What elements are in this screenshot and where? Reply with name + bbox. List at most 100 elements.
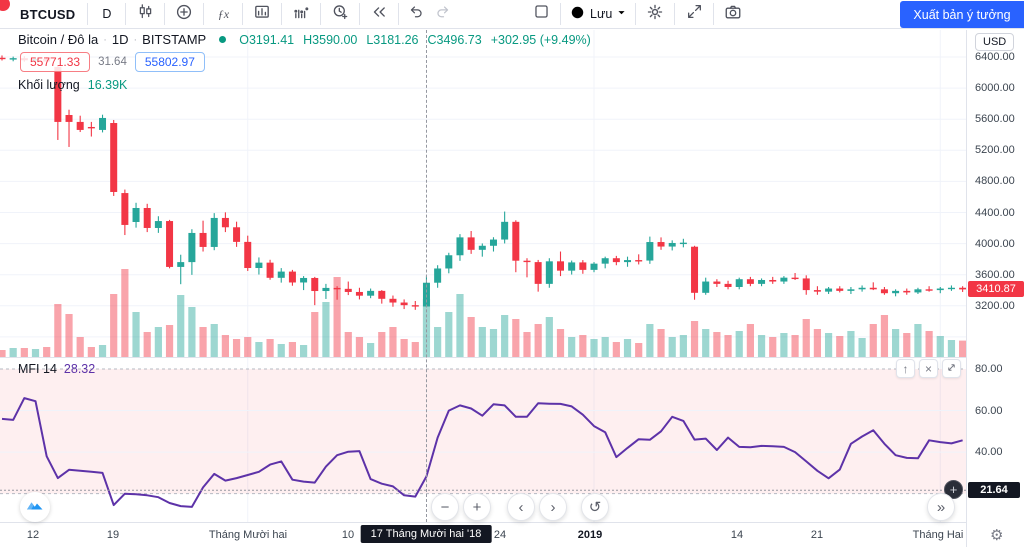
indicator-logo-button[interactable] [20, 492, 50, 522]
price-axis[interactable]: USD 6400.00 6000.00 5600.00 5200.00 4800.00 4… [966, 30, 1024, 547]
candle-body [221, 217, 229, 228]
undo-button[interactable] [401, 1, 429, 27]
time-axis-settings-gear-icon[interactable]: ⚙ [990, 527, 1004, 544]
scroll-right-button[interactable]: › [539, 493, 567, 521]
candle-body [9, 58, 17, 60]
toolbar-separator [713, 3, 715, 25]
volume-bar [579, 335, 587, 357]
interval-button[interactable]: D [102, 7, 112, 21]
redo-button[interactable] [429, 1, 457, 27]
mfi-crosshair-label: 21.64 [968, 482, 1020, 499]
change-value: +302.95 (+9.49%) [490, 32, 591, 47]
currency-chip[interactable]: USD [975, 33, 1015, 51]
mfi-tick-label: 60.00 [975, 404, 1003, 417]
volume-bar [713, 332, 721, 357]
pane-separator[interactable] [0, 357, 966, 358]
publish-idea-button[interactable]: Xuất bản ý tưởng [900, 1, 1024, 28]
snapshot-button[interactable] [716, 1, 750, 27]
candle-body [758, 279, 766, 284]
candle-body [579, 262, 587, 270]
bars-pattern-icon [292, 3, 310, 26]
mfi-pane[interactable] [0, 358, 966, 522]
zoom-in-button[interactable]: + [463, 493, 491, 521]
close-pane-button[interactable]: × [919, 359, 938, 378]
candle-body [691, 246, 699, 293]
high-value: H3590.00 [303, 32, 358, 47]
volume-bar [914, 324, 922, 357]
candle-body [679, 242, 687, 245]
volume-bar [757, 335, 766, 357]
volume-bar [165, 325, 174, 357]
volume-bar [869, 324, 877, 357]
indicator-templates-button[interactable] [245, 1, 279, 27]
symbol-button[interactable]: BTCUSD [20, 6, 76, 22]
move-pane-up-button[interactable]: ↑ [896, 359, 915, 378]
zoom-out-button[interactable]: − [431, 493, 459, 521]
scroll-left-button[interactable]: ‹ [507, 493, 535, 521]
candle-body [646, 242, 654, 261]
volume-bar [556, 329, 565, 357]
reset-chart-button[interactable]: ↺ [581, 493, 609, 521]
bar-replay-button[interactable] [362, 1, 396, 27]
candle-body [746, 279, 754, 284]
candle-body [959, 287, 966, 290]
layout-button[interactable] [524, 1, 558, 27]
save-button[interactable]: Lưu [563, 4, 633, 24]
sell-order-label[interactable]: 55771.33 [20, 52, 91, 72]
volume-bar [143, 332, 151, 357]
volume-bar [724, 335, 732, 357]
chevron-down-icon [616, 7, 627, 21]
volume-bar [65, 314, 73, 357]
volume-bar [288, 342, 297, 357]
legend-title: Bitcoin / Đô la [18, 32, 99, 47]
candle-body [434, 268, 442, 283]
chart-type-button[interactable] [128, 1, 162, 27]
chart-properties-button[interactable] [638, 1, 672, 27]
candle-body [445, 255, 453, 269]
buy-order-label[interactable]: 55802.97 [134, 52, 205, 72]
cloud-sync-icon [569, 4, 586, 24]
gear-icon [646, 3, 664, 26]
symbol-legend[interactable]: Bitcoin / Đô la · 1D · BITSTAMP O3191.41… [18, 32, 591, 47]
candle-body [411, 305, 419, 307]
candle-body [344, 288, 352, 292]
open-value: O3191.41 [239, 32, 295, 47]
candle-body [400, 302, 408, 306]
volume-bar [892, 329, 900, 357]
maximize-icon [946, 362, 957, 376]
candle-body [143, 207, 151, 228]
maximize-pane-button[interactable] [942, 359, 961, 378]
volume-bar [959, 340, 966, 357]
fundamentals-button[interactable] [284, 1, 318, 27]
volume-bar [210, 324, 218, 357]
price-tick-label: 4800.00 [975, 175, 1015, 188]
fullscreen-button[interactable] [677, 1, 711, 27]
close-value: C3496.73 [427, 32, 482, 47]
price-pane[interactable] [0, 30, 966, 358]
volume-legend[interactable]: Khối lượng 16.39K [18, 78, 127, 92]
candle-body [724, 283, 732, 287]
volume-bar [232, 339, 241, 357]
candle-body [545, 261, 553, 284]
candle-body [233, 227, 241, 242]
candle-body [568, 262, 576, 271]
low-value: L3181.26 [366, 32, 419, 47]
go-to-realtime-button[interactable]: » [927, 493, 955, 521]
alert-button[interactable] [323, 1, 357, 27]
fx-icon: ƒx [217, 6, 230, 21]
candle-body [601, 258, 609, 264]
toolbar-left-group: BTCUSD D ƒx [14, 0, 457, 28]
time-tick-label: 14 [730, 529, 744, 541]
volume-bar [199, 327, 207, 357]
volume-bar [802, 319, 810, 357]
chevron-left-icon: ‹ [518, 498, 524, 516]
time-axis[interactable]: 12 19 Tháng Mười hai 10 24 2019 14 21 Tháng Hai … [0, 522, 966, 547]
mfi-legend[interactable]: MFI 14 28.32 [18, 362, 95, 376]
volume-bar [635, 343, 643, 357]
indicators-button[interactable]: ƒx [206, 1, 240, 27]
candlestick-icon [137, 3, 154, 25]
volume-bar [0, 350, 6, 357]
compare-button[interactable] [167, 1, 201, 27]
volume-bar [646, 324, 654, 357]
candle-body [836, 288, 844, 291]
